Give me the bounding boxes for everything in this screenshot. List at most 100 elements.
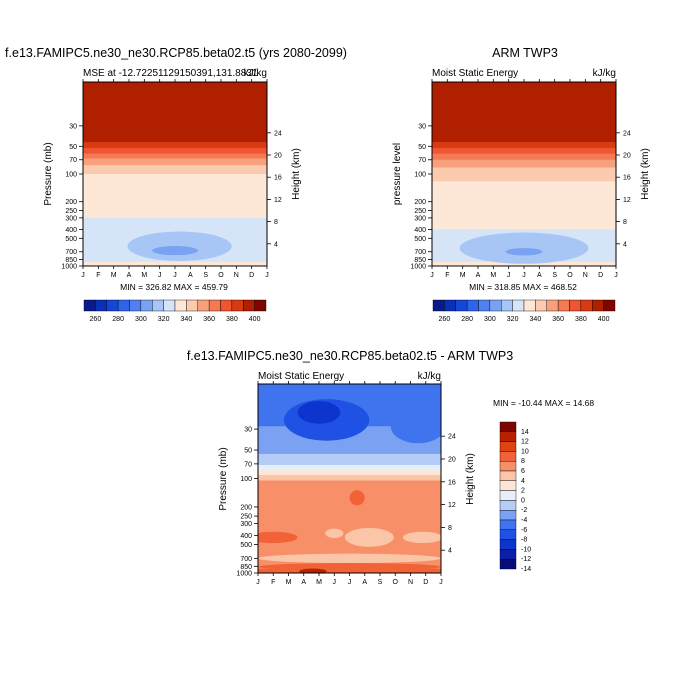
contour-band: [432, 181, 616, 230]
contour-band: [258, 465, 441, 471]
colorbar-label: -4: [521, 517, 527, 524]
panel-diff-ylabel-right: Height (km): [465, 453, 476, 505]
y-tick-label: 700: [240, 556, 252, 563]
colorbar-label: 400: [598, 316, 610, 323]
panel-model-units: kJ/kg: [244, 68, 267, 79]
contour-band-surface: [83, 261, 267, 266]
panel-diff-plot-area: [258, 384, 441, 573]
height-tick-label: 20: [448, 456, 456, 463]
height-tick-label: 20: [623, 153, 631, 160]
contour-band: [432, 153, 616, 161]
colorbar-label: -12: [521, 556, 531, 563]
height-tick-label: 4: [623, 241, 627, 248]
colorbar-cell: [83, 299, 96, 312]
y-tick-label: 700: [65, 249, 77, 256]
colorbar-label: -10: [521, 546, 531, 553]
panel-obs-ylabel-right: Height (km): [640, 148, 651, 200]
colorbar-cell: [499, 519, 517, 531]
y-tick-label: 500: [65, 236, 77, 243]
contour-feature: [152, 245, 198, 256]
contour-feature: [299, 568, 327, 573]
colorbar-cell: [580, 299, 593, 312]
panel-model-ylabel: Pressure (mb): [43, 142, 54, 205]
colorbar-cell: [499, 431, 517, 442]
contour-band: [432, 159, 616, 169]
contour-feature: [402, 531, 441, 544]
x-tick-label: J: [333, 579, 337, 586]
colorbar-cell: [557, 299, 570, 312]
colorbar-cell: [499, 470, 517, 482]
height-tick-label: 12: [623, 197, 631, 204]
y-tick-label: 100: [414, 172, 426, 179]
y-tick-label: 400: [65, 227, 77, 234]
colorbar-cell: [197, 299, 210, 312]
panel-obs-title: ARM TWP3: [492, 46, 558, 60]
x-tick-label: A: [537, 272, 542, 279]
x-tick-label: M: [111, 272, 117, 279]
colorbar-label: 340: [530, 316, 542, 323]
contour-band: [258, 470, 441, 476]
y-tick-label: 200: [240, 504, 252, 511]
panel-obs-colorbar: 260 280 300 320 340 360 380 400: [432, 299, 616, 323]
y-tick-label: 50: [244, 448, 252, 455]
contour-feature: [349, 490, 365, 506]
contour-band: [83, 158, 267, 166]
colorbar-cell: [129, 299, 142, 312]
panel-obs-ylabel: pressure level: [392, 143, 403, 205]
colorbar-cell: [163, 299, 176, 312]
x-tick-label: J: [430, 272, 434, 279]
colorbar-label: 6: [521, 468, 525, 475]
contour-band: [83, 174, 267, 219]
contour-band: [258, 453, 441, 466]
panel-diff-minmax: MIN = -10.44 MAX = 14.68: [493, 398, 594, 408]
y-tick-label: 30: [244, 427, 252, 434]
colorbar-label: 320: [158, 316, 170, 323]
contour-feature: [344, 527, 394, 547]
x-tick-label: A: [188, 272, 193, 279]
colorbar-cell: [254, 299, 267, 312]
contour-band: [83, 82, 267, 143]
colorbar-cell: [501, 299, 513, 312]
colorbar-cell: [489, 299, 502, 312]
contour-feature: [297, 401, 341, 424]
x-tick-label: N: [408, 579, 413, 586]
colorbar-cell: [603, 299, 616, 312]
panel-obs-units: kJ/kg: [593, 68, 616, 79]
colorbar-label: 0: [521, 497, 525, 504]
contour-band: [258, 475, 441, 482]
panel-diff: f.e13.FAMIPC5.ne30_ne30.RCP85.beta02.t5 …: [187, 349, 595, 586]
colorbar-cell: [499, 559, 517, 570]
contour-feature: [325, 528, 344, 539]
colorbar-label: -14: [521, 566, 531, 573]
panel-model-minmax: MIN = 326.82 MAX = 459.79: [120, 282, 228, 292]
colorbar-label: 300: [484, 316, 496, 323]
x-tick-label: O: [393, 579, 399, 586]
y-tick-label: 1000: [236, 571, 252, 578]
height-tick-label: 4: [448, 548, 452, 555]
colorbar-cell: [592, 299, 604, 312]
colorbar-label: 12: [521, 439, 529, 446]
x-tick-label: J: [439, 579, 443, 586]
y-tick-label: 300: [240, 521, 252, 528]
colorbar-cell: [220, 299, 233, 312]
x-tick-label: O: [567, 272, 573, 279]
contour-band: [83, 165, 267, 175]
height-tick-label: 16: [448, 479, 456, 486]
y-tick-label: 1000: [61, 264, 77, 271]
contour-band: [432, 142, 616, 149]
colorbar-cell: [523, 299, 536, 312]
colorbar-cell: [535, 299, 547, 312]
contour-band: [83, 147, 267, 155]
height-tick-label: 24: [448, 434, 456, 441]
x-tick-label: S: [552, 272, 557, 279]
x-tick-label: D: [598, 272, 603, 279]
colorbar-cell: [152, 299, 164, 312]
x-tick-label: A: [476, 272, 481, 279]
height-tick-label: 8: [274, 219, 278, 226]
panel-obs: ARM TWP3 Moist Static Energy kJ/kg 30 50 7…: [392, 46, 651, 323]
y-tick-label: 500: [414, 236, 426, 243]
x-tick-label: M: [316, 579, 322, 586]
contour-band-surface: [258, 568, 441, 573]
